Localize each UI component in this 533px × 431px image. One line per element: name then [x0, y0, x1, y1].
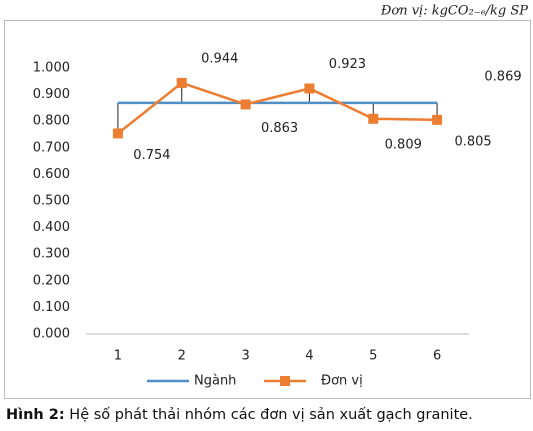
legend-label: Ngành — [194, 374, 236, 389]
legend-marker — [280, 376, 290, 386]
data-label: 0.809 — [385, 137, 422, 152]
legend-label: Đơn vị — [321, 374, 363, 389]
data-label: 0.754 — [133, 148, 170, 163]
x-tick-label: 1 — [114, 349, 122, 364]
data-label: 0.805 — [454, 134, 491, 149]
y-tick-label: 1.000 — [33, 61, 70, 76]
x-tick-label: 3 — [241, 349, 249, 364]
x-tick-label: 2 — [178, 349, 186, 364]
y-tick-label: 0.700 — [33, 140, 70, 155]
y-tick-label: 0.600 — [33, 167, 70, 182]
marker — [432, 114, 443, 125]
y-tick-label: 0.300 — [33, 247, 70, 262]
caption-label: Hình 2: — [6, 407, 65, 423]
y-tick-label: 0.400 — [33, 220, 70, 235]
y-tick-label: 0.100 — [33, 300, 70, 315]
data-label: 0.863 — [261, 121, 298, 136]
x-tick-label: 6 — [433, 349, 441, 364]
data-label: 0.944 — [201, 51, 238, 66]
y-tick-label: 0.000 — [33, 327, 70, 342]
y-tick-label: 0.200 — [33, 273, 70, 288]
data-label: 0.923 — [329, 57, 366, 72]
marker — [368, 113, 379, 124]
chart: Đơn vị: kgCO₂₋ₑ/kg SP 0.000 0.100 0.200 0.3… — [4, 4, 531, 399]
marker — [240, 99, 251, 110]
x-tick-label: 4 — [305, 349, 313, 364]
caption: Hình 2: Hệ số phát thải nhóm các đơn vị … — [6, 407, 473, 423]
series-line — [117, 81, 438, 135]
marker — [304, 83, 315, 94]
unit-note: Đơn vị: kgCO₂₋ₑ/kg SP — [380, 4, 528, 19]
caption-text: Hệ số phát thải nhóm các đơn vị sản xuất… — [69, 407, 473, 423]
chart-border — [4, 20, 531, 399]
x-tick-label: 5 — [369, 349, 377, 364]
y-tick-label: 0.500 — [33, 194, 70, 209]
marker — [176, 77, 187, 88]
marker — [112, 128, 123, 139]
y-tick-label: 0.800 — [33, 114, 70, 129]
y-tick-label: 0.900 — [33, 87, 70, 102]
data-label: 0.869 — [484, 69, 521, 84]
